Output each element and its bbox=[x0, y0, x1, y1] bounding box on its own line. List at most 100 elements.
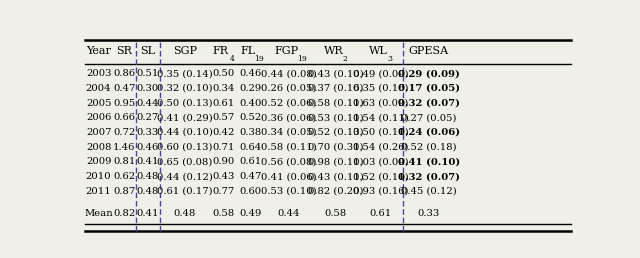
Text: 1.03 (0.09): 1.03 (0.09) bbox=[353, 157, 408, 166]
Text: FL: FL bbox=[241, 46, 255, 56]
Text: 0.52 (0.13): 0.52 (0.13) bbox=[308, 128, 364, 137]
Text: 0.43: 0.43 bbox=[212, 172, 234, 181]
Text: 2005: 2005 bbox=[86, 99, 111, 108]
Text: 0.34 (0.05): 0.34 (0.05) bbox=[261, 128, 317, 137]
Text: 0.61: 0.61 bbox=[369, 209, 392, 219]
Text: SL: SL bbox=[140, 46, 156, 56]
Text: 0.35 (0.16): 0.35 (0.16) bbox=[353, 84, 408, 93]
Text: 19: 19 bbox=[255, 55, 264, 63]
Text: SR: SR bbox=[116, 46, 132, 56]
Text: 0.77: 0.77 bbox=[212, 187, 234, 196]
Text: 0.43 (0.10): 0.43 (0.10) bbox=[308, 69, 364, 78]
Text: 0.29: 0.29 bbox=[239, 84, 262, 93]
Text: 0.53 (0.10): 0.53 (0.10) bbox=[261, 187, 317, 196]
Text: 2009: 2009 bbox=[86, 157, 111, 166]
Text: 0.53 (0.11): 0.53 (0.11) bbox=[308, 113, 364, 122]
Text: 0.49: 0.49 bbox=[239, 209, 262, 219]
Text: 0.87: 0.87 bbox=[113, 187, 135, 196]
Text: 0.98 (0.10): 0.98 (0.10) bbox=[308, 157, 364, 166]
Text: 0.66: 0.66 bbox=[113, 113, 135, 122]
Text: 2011: 2011 bbox=[86, 187, 111, 196]
Text: 0.38: 0.38 bbox=[239, 128, 262, 137]
Text: 0.32 (0.10): 0.32 (0.10) bbox=[157, 84, 212, 93]
Text: 0.82 (0.20): 0.82 (0.20) bbox=[308, 187, 364, 196]
Text: 3: 3 bbox=[387, 55, 392, 63]
Text: 0.52 (0.18): 0.52 (0.18) bbox=[401, 143, 457, 152]
Text: 0.49 (0.09): 0.49 (0.09) bbox=[353, 69, 408, 78]
Text: 0.90: 0.90 bbox=[212, 157, 234, 166]
Text: 2004: 2004 bbox=[86, 84, 111, 93]
Text: 0.54 (0.26): 0.54 (0.26) bbox=[353, 143, 408, 152]
Text: 0.27 (0.05): 0.27 (0.05) bbox=[401, 113, 457, 122]
Text: 0.50 (0.13): 0.50 (0.13) bbox=[157, 99, 212, 108]
Text: 0.48: 0.48 bbox=[137, 187, 159, 196]
Text: 0.46: 0.46 bbox=[239, 69, 262, 78]
Text: 0.65 (0.08): 0.65 (0.08) bbox=[157, 157, 212, 166]
Text: 2007: 2007 bbox=[86, 128, 111, 137]
Text: 0.56 (0.08): 0.56 (0.08) bbox=[261, 157, 317, 166]
Text: 0.44 (0.10): 0.44 (0.10) bbox=[157, 128, 212, 137]
Text: 0.64: 0.64 bbox=[239, 143, 262, 152]
Text: Year: Year bbox=[86, 46, 111, 56]
Text: 0.29 (0.09): 0.29 (0.09) bbox=[398, 69, 460, 78]
Text: 0.35 (0.14): 0.35 (0.14) bbox=[157, 69, 212, 78]
Text: 0.41: 0.41 bbox=[137, 209, 159, 219]
Text: 2008: 2008 bbox=[86, 143, 111, 152]
Text: 0.70 (0.31): 0.70 (0.31) bbox=[308, 143, 364, 152]
Text: 0.32 (0.07): 0.32 (0.07) bbox=[398, 99, 460, 108]
Text: 0.60 (0.13): 0.60 (0.13) bbox=[157, 143, 212, 152]
Text: 0.34: 0.34 bbox=[212, 84, 234, 93]
Text: FR: FR bbox=[212, 46, 228, 56]
Text: 0.42: 0.42 bbox=[212, 128, 234, 137]
Text: 0.44: 0.44 bbox=[137, 99, 159, 108]
Text: 0.41: 0.41 bbox=[137, 157, 159, 166]
Text: 0.61: 0.61 bbox=[212, 99, 234, 108]
Text: 0.54 (0.11): 0.54 (0.11) bbox=[353, 113, 408, 122]
Text: 0.52 (0.11): 0.52 (0.11) bbox=[353, 172, 408, 181]
Text: 0.33: 0.33 bbox=[418, 209, 440, 219]
Text: 0.61 (0.17): 0.61 (0.17) bbox=[157, 187, 212, 196]
Text: 0.45 (0.12): 0.45 (0.12) bbox=[401, 187, 457, 196]
Text: 0.41 (0.10): 0.41 (0.10) bbox=[398, 157, 460, 166]
Text: 0.36 (0.06): 0.36 (0.06) bbox=[261, 113, 316, 122]
Text: 0.52 (0.06): 0.52 (0.06) bbox=[261, 99, 317, 108]
Text: 0.57: 0.57 bbox=[212, 113, 234, 122]
Text: 4: 4 bbox=[230, 55, 234, 63]
Text: Mean: Mean bbox=[84, 209, 113, 219]
Text: 2010: 2010 bbox=[86, 172, 111, 181]
Text: 0.50: 0.50 bbox=[212, 69, 234, 78]
Text: 0.37 (0.16): 0.37 (0.16) bbox=[308, 84, 364, 93]
Text: 0.52: 0.52 bbox=[239, 113, 262, 122]
Text: 0.46: 0.46 bbox=[137, 143, 159, 152]
Text: 0.60: 0.60 bbox=[239, 187, 261, 196]
Text: 0.27: 0.27 bbox=[137, 113, 159, 122]
Text: 0.44: 0.44 bbox=[278, 209, 300, 219]
Text: 0.58: 0.58 bbox=[212, 209, 234, 219]
Text: 0.86: 0.86 bbox=[113, 69, 135, 78]
Text: 0.48: 0.48 bbox=[137, 172, 159, 181]
Text: WR: WR bbox=[324, 46, 343, 56]
Text: 1.46: 1.46 bbox=[113, 143, 135, 152]
Text: 0.82: 0.82 bbox=[113, 209, 135, 219]
Text: 0.62: 0.62 bbox=[113, 172, 135, 181]
Text: 2: 2 bbox=[342, 55, 348, 63]
Text: 0.47: 0.47 bbox=[113, 84, 135, 93]
Text: 0.26 (0.05): 0.26 (0.05) bbox=[261, 84, 317, 93]
Text: 0.58 (0.11): 0.58 (0.11) bbox=[308, 99, 364, 108]
Text: 0.81: 0.81 bbox=[113, 157, 135, 166]
Text: WL: WL bbox=[369, 46, 387, 56]
Text: 0.93 (0.16): 0.93 (0.16) bbox=[353, 187, 408, 196]
Text: 0.71: 0.71 bbox=[212, 143, 234, 152]
Text: 0.24 (0.06): 0.24 (0.06) bbox=[398, 128, 460, 137]
Text: 2006: 2006 bbox=[86, 113, 111, 122]
Text: 0.72: 0.72 bbox=[113, 128, 135, 137]
Text: 0.61: 0.61 bbox=[239, 157, 262, 166]
Text: 0.32 (0.07): 0.32 (0.07) bbox=[398, 172, 460, 181]
Text: 0.51: 0.51 bbox=[137, 69, 159, 78]
Text: 0.58: 0.58 bbox=[325, 209, 347, 219]
Text: SGP: SGP bbox=[173, 46, 196, 56]
Text: 0.44 (0.12): 0.44 (0.12) bbox=[157, 172, 212, 181]
Text: 0.43 (0.11): 0.43 (0.11) bbox=[308, 172, 364, 181]
Text: 2003: 2003 bbox=[86, 69, 111, 78]
Text: 0.44 (0.08): 0.44 (0.08) bbox=[261, 69, 317, 78]
